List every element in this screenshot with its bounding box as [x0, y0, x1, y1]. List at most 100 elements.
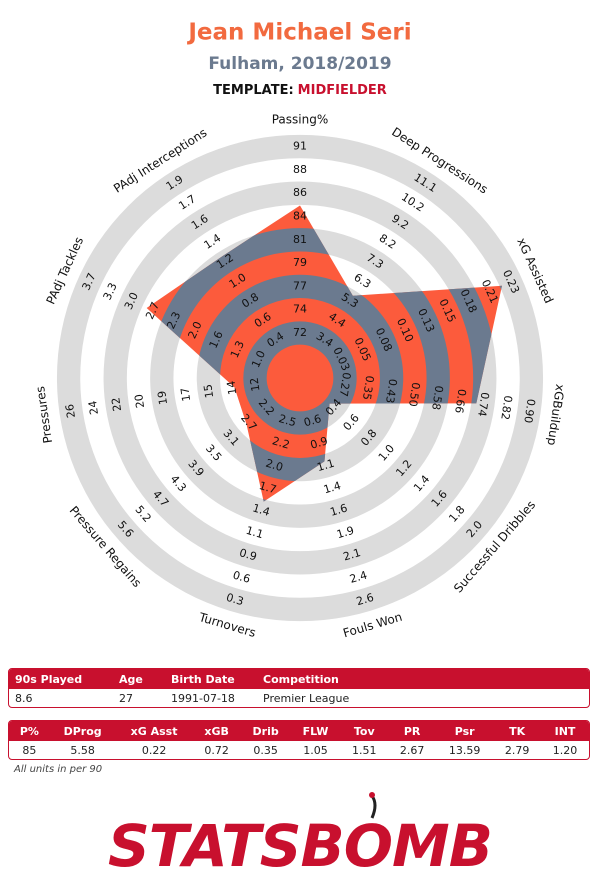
tick-label: 4.3 — [168, 473, 189, 495]
header-cell: FLW — [290, 721, 341, 741]
tick-label: 88 — [293, 163, 307, 176]
tick-label: 1.8 — [446, 503, 467, 525]
header-cell: Birth Date — [165, 669, 257, 689]
data-cell: 1.05 — [303, 743, 328, 757]
tick-label: 1.0 — [376, 442, 397, 464]
tick-label: 3.5 — [203, 442, 224, 464]
tick-label: 1.7 — [258, 479, 278, 496]
tick-label: 1.6 — [329, 501, 349, 518]
tick-label: 0.6 — [302, 412, 322, 429]
chart: Jean Michael Seri Fulham, 2018/2019 TEMP… — [33, 20, 567, 641]
tick-label: 0.50 — [406, 381, 422, 407]
tick-label: 2.4 — [348, 569, 368, 586]
tick-label: 1.4 — [411, 473, 432, 495]
tick-label: 12 — [248, 377, 263, 393]
template-name: MIDFIELDER — [298, 83, 387, 98]
tick-label: 6.3 — [351, 271, 373, 291]
tick-label: 0.6 — [341, 412, 362, 434]
tick-label: 0.58 — [429, 385, 445, 411]
tick-label: 0.27 — [337, 371, 353, 397]
data-row: 85 5.58 0.22 0.72 0.35 1.05 1.51 2.67 13.59 2.79 1… — [9, 741, 589, 759]
tick-label: 0.74 — [475, 391, 491, 417]
data-cell: 2.67 — [399, 743, 425, 757]
tick-label: 0.3 — [225, 591, 245, 608]
stats-table: P% DProg xG Asst xGB Drib FLW Tov PR Psr TK INT 85 5… — [8, 720, 590, 760]
header-cell: Drib — [240, 721, 291, 741]
tick-label: 19 — [155, 390, 170, 406]
chart-title: Jean Michael Seri — [186, 20, 411, 46]
data-cell: 1991-07-18 — [171, 691, 235, 705]
data-cell: 2.79 — [504, 743, 530, 757]
tick-label: 72 — [293, 326, 307, 339]
header-cell: Age — [113, 669, 165, 689]
tick-label: 79 — [293, 256, 307, 269]
tick-label: 2.2 — [271, 434, 291, 451]
tick-label: 0.6 — [231, 569, 251, 586]
data-cell: 0.72 — [204, 743, 229, 757]
axis-name: Pressures — [33, 385, 55, 444]
tick-label: 0.66 — [452, 388, 468, 414]
tick-label: 24 — [86, 400, 101, 416]
header-cell: INT — [541, 721, 589, 741]
data-cell: 13.59 — [448, 743, 481, 757]
tick-label: 84 — [293, 210, 307, 223]
axis-name: Passing% — [272, 113, 329, 127]
header-cell: Psr — [436, 721, 494, 741]
tick-label: 0.90 — [521, 398, 537, 424]
tick-label: 77 — [293, 279, 307, 292]
template-label: TEMPLATE: — [213, 83, 294, 98]
header-cell: Competition — [257, 669, 589, 689]
tick-label: 2.5 — [277, 412, 297, 429]
data-cell: 5.58 — [70, 743, 95, 757]
tick-label: 8.2 — [377, 231, 399, 251]
data-cell: 85 — [22, 743, 37, 757]
tick-label: 2.1 — [342, 546, 362, 563]
bomb-spark — [369, 792, 375, 798]
tick-label: 0.9 — [238, 546, 258, 563]
tick-label: 1.9 — [335, 524, 355, 541]
footnote: All units in per 90 — [14, 764, 103, 775]
header-row: P% DProg xG Asst xGB Drib FLW Tov PR Psr TK INT — [9, 721, 589, 741]
tick-label: 26 — [63, 403, 78, 419]
template-line: TEMPLATE: MIDFIELDER — [213, 83, 387, 98]
tick-label: 20 — [132, 393, 147, 409]
chart-subtitle: Fulham, 2018/2019 — [208, 54, 391, 74]
header-cell: P% — [9, 721, 50, 741]
tick-label: 3.3 — [101, 281, 120, 302]
tick-label: 81 — [293, 233, 307, 246]
tick-label: 86 — [293, 186, 307, 199]
tick-label: 2.0 — [264, 457, 284, 474]
tick-label: 1.4 — [251, 501, 271, 518]
header-cell: PR — [388, 721, 437, 741]
header-row: 90s Played Age Birth Date Competition — [9, 669, 589, 689]
tick-label: 17 — [178, 387, 193, 403]
tick-label: 0.35 — [360, 375, 376, 401]
logo-text: STATSBOMB — [108, 812, 492, 880]
data-cell: 1.20 — [552, 743, 578, 757]
tick-label: 15 — [201, 383, 216, 399]
tick-label: 91 — [293, 140, 307, 153]
tick-label: 2.6 — [355, 591, 375, 608]
tick-label: 1.1 — [315, 457, 335, 474]
tick-label: 1.4 — [322, 479, 342, 496]
logo: STATSBOMB — [108, 792, 493, 880]
data-cell: 27 — [119, 691, 133, 705]
header-cell: 90s Played — [9, 669, 113, 689]
header-cell: DProg — [49, 721, 116, 741]
tick-label: 0.43 — [383, 378, 399, 404]
tick-label: 1.1 — [244, 524, 264, 541]
tick-label: 22 — [109, 397, 124, 413]
tick-label: 1.4 — [202, 231, 224, 251]
header-cell: TK — [493, 721, 542, 741]
tick-label: 74 — [293, 303, 307, 316]
info-table: 90s Played Age Birth Date Competition 8.6 27 1… — [8, 668, 590, 708]
data-cell: 1.51 — [352, 743, 377, 757]
data-cell: 0.22 — [141, 743, 167, 757]
tick-label: 5.2 — [132, 503, 153, 525]
header-cell: xGB — [192, 721, 241, 741]
data-cell: Premier League — [263, 691, 350, 705]
header-cell: xG Asst — [115, 721, 193, 741]
tick-label: 14 — [224, 380, 239, 396]
tick-label: 0.9 — [309, 434, 329, 451]
